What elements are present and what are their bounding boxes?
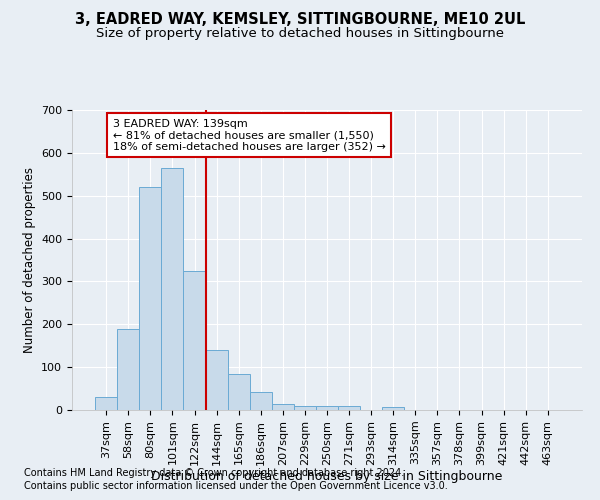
- Bar: [139, 187, 161, 410]
- Bar: [294, 406, 316, 410]
- Bar: [316, 406, 338, 410]
- X-axis label: Distribution of detached houses by size in Sittingbourne: Distribution of detached houses by size …: [151, 470, 503, 484]
- Bar: [184, 270, 206, 410]
- Bar: [272, 404, 294, 410]
- Text: Size of property relative to detached houses in Sittingbourne: Size of property relative to detached ho…: [96, 28, 504, 40]
- Bar: [161, 168, 184, 410]
- Bar: [382, 407, 404, 410]
- Y-axis label: Number of detached properties: Number of detached properties: [23, 167, 35, 353]
- Text: Contains public sector information licensed under the Open Government Licence v3: Contains public sector information licen…: [24, 481, 448, 491]
- Bar: [206, 350, 227, 410]
- Text: 3, EADRED WAY, KEMSLEY, SITTINGBOURNE, ME10 2UL: 3, EADRED WAY, KEMSLEY, SITTINGBOURNE, M…: [75, 12, 525, 28]
- Bar: [227, 374, 250, 410]
- Bar: [338, 406, 360, 410]
- Text: Contains HM Land Registry data © Crown copyright and database right 2024.: Contains HM Land Registry data © Crown c…: [24, 468, 404, 477]
- Text: 3 EADRED WAY: 139sqm
← 81% of detached houses are smaller (1,550)
18% of semi-de: 3 EADRED WAY: 139sqm ← 81% of detached h…: [113, 118, 386, 152]
- Bar: [250, 392, 272, 410]
- Bar: [95, 397, 117, 410]
- Bar: [117, 328, 139, 410]
